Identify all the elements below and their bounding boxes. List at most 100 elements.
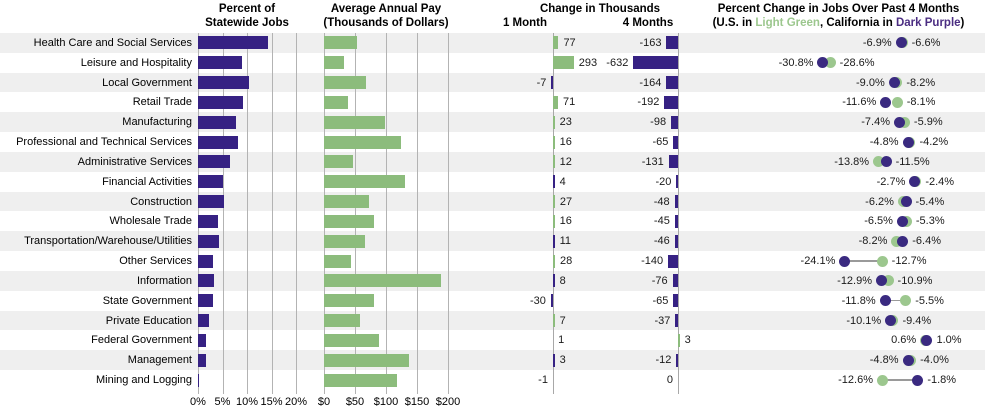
ca-dot	[921, 334, 933, 346]
panel1-header-line1: Percent of	[218, 3, 276, 15]
avg-pay-bar	[324, 314, 360, 328]
change-4mo-value: -76	[651, 274, 668, 287]
dot-left-value: -7.4%	[861, 116, 890, 129]
pct-jobs-bar	[198, 135, 238, 149]
panel1-header: Percent of Statewide Jobs	[167, 2, 327, 30]
change-4mo-bar	[668, 254, 678, 268]
pct-jobs-bar	[198, 274, 215, 288]
category-label: Wholesale Trade	[109, 215, 192, 228]
panel1-header-line2: Statewide Jobs	[205, 17, 289, 29]
dot-left-value: -6.2%	[865, 195, 894, 208]
pct-jobs-bar	[198, 56, 242, 70]
dot-right-value: -5.3%	[915, 215, 945, 228]
panel4-subtitle-prefix: (U.S. in	[712, 17, 756, 29]
change-4mo-bar	[664, 95, 678, 109]
change-1mo-value: 7	[559, 314, 566, 327]
us-dot	[876, 374, 888, 386]
change-4mo-bar	[673, 135, 678, 149]
panel2-header: Average Annual Pay (Thousands of Dollars…	[306, 2, 466, 30]
change-4mo-value: 0	[666, 374, 673, 387]
dot-left-value: -12.6%	[838, 374, 873, 387]
category-label: Construction	[130, 195, 192, 208]
change-4mo-value: -131	[641, 155, 664, 168]
dot-right-value: -6.4%	[912, 235, 942, 248]
us-dot	[900, 295, 912, 307]
dot-right-value: -1.8%	[927, 374, 957, 387]
category-label: Local Government	[102, 76, 192, 89]
axis-tick-label: $0	[317, 396, 331, 408]
axis-tick-label: $100	[373, 396, 399, 408]
change-1mo-value: -30	[529, 294, 546, 307]
avg-pay-bar	[324, 214, 374, 228]
category-label: Leisure and Hospitality	[80, 56, 192, 69]
dot-right-value: -12.7%	[891, 255, 927, 268]
change-1mo-value: 12	[559, 155, 572, 168]
pct-jobs-bar	[198, 214, 218, 228]
pct-jobs-bar	[198, 76, 250, 90]
change-1mo-value: 8	[559, 274, 566, 287]
row-stripe	[0, 310, 985, 331]
dot-left-value: -6.5%	[864, 215, 893, 228]
change-4mo-value: -140	[641, 255, 664, 268]
dot-left-value: -6.9%	[862, 36, 892, 49]
ca-dot	[902, 136, 914, 148]
row-stripe	[0, 231, 985, 252]
avg-pay-bar	[324, 234, 365, 248]
change-4mo-bar	[668, 155, 678, 169]
dot-left-value: -10.1%	[846, 314, 882, 327]
gridline	[271, 33, 273, 394]
dot-left-value: -9.0%	[856, 76, 885, 89]
change-4mo-bar	[678, 333, 680, 347]
change-1mo-bar	[553, 56, 574, 70]
us-dot	[873, 156, 885, 168]
change-1mo-bar	[553, 195, 555, 209]
avg-pay-bar	[324, 56, 345, 70]
pct-jobs-bar	[198, 373, 200, 387]
panel3-title: Change in Thousands	[539, 3, 661, 15]
ca-dot	[894, 116, 905, 128]
change-1mo-value: -1	[538, 374, 548, 387]
row-stripe	[0, 151, 985, 172]
gridline	[417, 33, 418, 394]
category-label: Mining and Logging	[95, 374, 192, 387]
gridline	[296, 33, 297, 394]
change-4mo-value: -632	[606, 56, 629, 69]
change-1mo-bar	[553, 36, 559, 50]
dot-connector	[885, 299, 906, 302]
category-label: Manufacturing	[122, 116, 192, 129]
change-4mo-value: -192	[637, 96, 660, 109]
panel3-col1-header: 1 Month	[502, 17, 548, 29]
change-1mo-bar	[553, 95, 559, 109]
dot-left-value: -8.2%	[858, 235, 888, 248]
gridline	[247, 33, 248, 394]
pct-jobs-bar	[198, 115, 236, 129]
dot-left-value: -4.8%	[869, 136, 899, 149]
ca-dot	[888, 77, 900, 89]
category-label: Financial Activities	[102, 175, 192, 188]
change-4mo-bar	[666, 36, 678, 50]
change-4mo-bar	[676, 175, 678, 189]
category-label: Federal Government	[91, 334, 192, 347]
avg-pay-bar	[324, 333, 379, 347]
ca-dot	[876, 275, 888, 287]
us-dot	[824, 57, 836, 69]
change-1mo-value: 4	[559, 175, 566, 188]
pct-jobs-bar	[198, 195, 224, 209]
row-stripe	[0, 270, 985, 291]
change-4mo-value: -163	[639, 36, 662, 49]
dot-right-value: -5.5%	[915, 294, 944, 307]
change-1mo-bar	[553, 115, 555, 129]
ca-dot	[817, 57, 829, 69]
panel4-subtitle: (U.S. in Light Green, California in Dark…	[692, 16, 985, 30]
dot-connector	[882, 379, 918, 381]
dot-right-value: -6.6%	[911, 36, 941, 49]
change-1mo-value: 71	[563, 96, 576, 109]
change-4mo-value: -65	[652, 294, 669, 307]
gridline	[448, 33, 449, 394]
category-label: Transportation/Warehouse/Utilities	[24, 235, 192, 248]
change-1mo-value: 3	[559, 354, 566, 367]
panel4-title: Percent Change in Jobs Over Past 4 Month…	[717, 3, 960, 15]
dot-left-value: -12.9%	[837, 274, 873, 287]
